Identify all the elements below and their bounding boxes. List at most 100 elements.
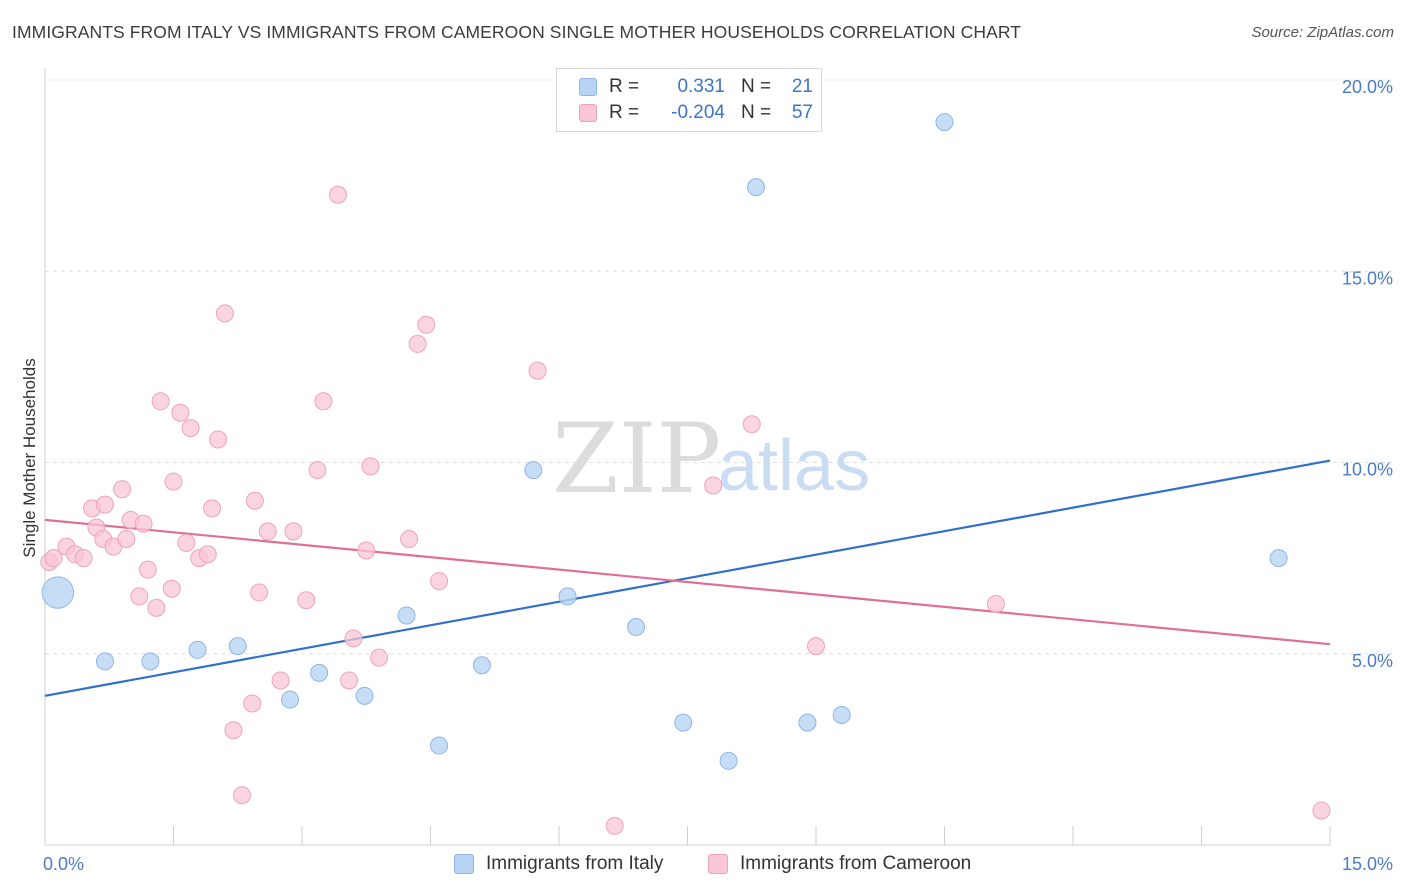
cameroon-point-50: [605, 816, 624, 835]
cameroon-point-1: [44, 549, 63, 568]
cameroon-point-31: [245, 491, 264, 510]
watermark-zip: ZIP: [552, 403, 721, 515]
cameroon-point-4: [74, 549, 93, 568]
cameroon-point-48: [430, 572, 449, 591]
italy-point-1: [95, 652, 114, 671]
legend-cameroon-swatch: [708, 854, 728, 874]
cameroon-point-45: [400, 530, 419, 548]
cameroon-point-22: [181, 419, 200, 438]
italy-point-10: [472, 656, 491, 675]
legend-item-italy: Immigrants from Italy: [454, 853, 663, 875]
stats-legend: R = 0.331 N = 21 R = -0.204 N = 57: [556, 68, 822, 132]
italy-point-16: [747, 178, 766, 197]
italy-point-3: [188, 640, 207, 659]
italy-n-value: 21: [791, 76, 813, 97]
cameroon-point-8: [95, 495, 114, 514]
trend-lines: [44, 459, 1331, 697]
watermark-atlas: atlas: [718, 426, 870, 506]
italy-swatch: [579, 78, 597, 96]
italy-point-6: [310, 663, 329, 682]
cameroon-r-value: -0.204: [671, 102, 725, 123]
x-tick-label-1: 15.0%: [1342, 854, 1393, 874]
cameroon-point-51: [704, 476, 723, 495]
cameroon-point-42: [357, 541, 376, 560]
italy-point-5: [281, 690, 300, 709]
grid-lines: [45, 79, 1392, 655]
legend-row-italy: R = 0.331 N = 21: [579, 75, 813, 99]
italy-point-0: [41, 576, 75, 609]
italy-point-13: [627, 617, 646, 636]
cameroon-point-38: [314, 392, 333, 411]
italy-point-11: [524, 461, 543, 480]
italy-trend-line: [44, 459, 1331, 697]
cameroon-point-43: [361, 457, 380, 476]
cameroon-point-18: [164, 472, 183, 491]
italy-point-19: [935, 113, 954, 132]
cameroon-point-52: [742, 415, 761, 434]
y-tick-label-3: 20.0%: [1342, 77, 1393, 97]
cameroon-point-39: [328, 185, 347, 204]
cameroon-points: [40, 185, 1331, 835]
legend-cameroon-label: Immigrants from Cameroon: [740, 853, 972, 874]
cameroon-point-32: [250, 583, 269, 602]
cameroon-n-label: N =: [741, 102, 772, 123]
source-credit: Source: ZipAtlas.com: [1251, 24, 1394, 41]
cameroon-point-16: [147, 598, 166, 617]
cameroon-r-label: R =: [609, 102, 640, 123]
y-tick-label-0: 5.0%: [1352, 651, 1393, 671]
watermark: ZIP atlas: [552, 403, 870, 515]
italy-r-label: R =: [609, 76, 640, 97]
cameroon-point-14: [138, 560, 157, 579]
italy-point-18: [832, 705, 851, 724]
cameroon-point-46: [408, 334, 427, 353]
legend-italy-swatch: [454, 854, 474, 874]
cameroon-point-15: [130, 587, 149, 606]
legend-row-cameroon: R = -0.204 N = 57: [579, 101, 813, 125]
italy-n-label: N =: [741, 76, 772, 97]
italy-point-9: [430, 736, 449, 755]
cameroon-point-49: [528, 361, 547, 380]
cameroon-point-47: [417, 315, 436, 334]
cameroon-point-28: [224, 721, 243, 740]
cameroon-point-36: [297, 591, 316, 610]
italy-r-value: 0.331: [677, 76, 725, 97]
cameroon-point-53: [807, 637, 825, 656]
cameroon-point-55: [1312, 801, 1331, 820]
italy-point-14: [674, 713, 693, 732]
cameroon-point-33: [258, 522, 277, 541]
cameroon-point-34: [271, 671, 290, 690]
cameroon-trend-line: [44, 518, 1331, 646]
cameroon-point-19: [162, 579, 181, 598]
legend-italy-label: Immigrants from Italy: [486, 853, 664, 874]
chart-title: IMMIGRANTS FROM ITALY VS IMMIGRANTS FROM…: [12, 22, 1022, 42]
italy-point-2: [141, 652, 160, 671]
italy-point-7: [355, 686, 374, 705]
italy-point-4: [228, 637, 247, 656]
y-tick-label-2: 15.0%: [1342, 268, 1393, 288]
cameroon-n-value: 57: [791, 102, 813, 123]
cameroon-point-26: [209, 430, 228, 449]
cameroon-point-41: [344, 629, 363, 648]
cameroon-point-37: [308, 461, 327, 480]
cameroon-point-27: [215, 304, 234, 323]
italy-point-12: [558, 587, 577, 606]
cameroon-swatch: [579, 104, 597, 122]
cameroon-point-24: [198, 545, 217, 564]
cameroon-point-40: [340, 671, 359, 690]
cameroon-point-20: [171, 403, 190, 422]
cameroon-point-17: [151, 392, 170, 411]
x-tick-labels: 0.0% 15.0%: [43, 854, 1393, 874]
italy-point-8: [397, 606, 416, 625]
cameroon-point-30: [243, 694, 262, 713]
italy-point-17: [798, 713, 817, 732]
cameroon-point-44: [370, 648, 389, 667]
x-tick-label-0: 0.0%: [43, 854, 84, 874]
series-legend: Immigrants from Italy Immigrants from Ca…: [0, 851, 1406, 879]
cameroon-point-13: [134, 514, 153, 533]
cameroon-point-10: [113, 480, 132, 499]
italy-points: [41, 113, 1288, 770]
cameroon-point-25: [203, 499, 222, 518]
italy-point-20: [1269, 549, 1288, 568]
cameroon-point-35: [284, 522, 303, 541]
